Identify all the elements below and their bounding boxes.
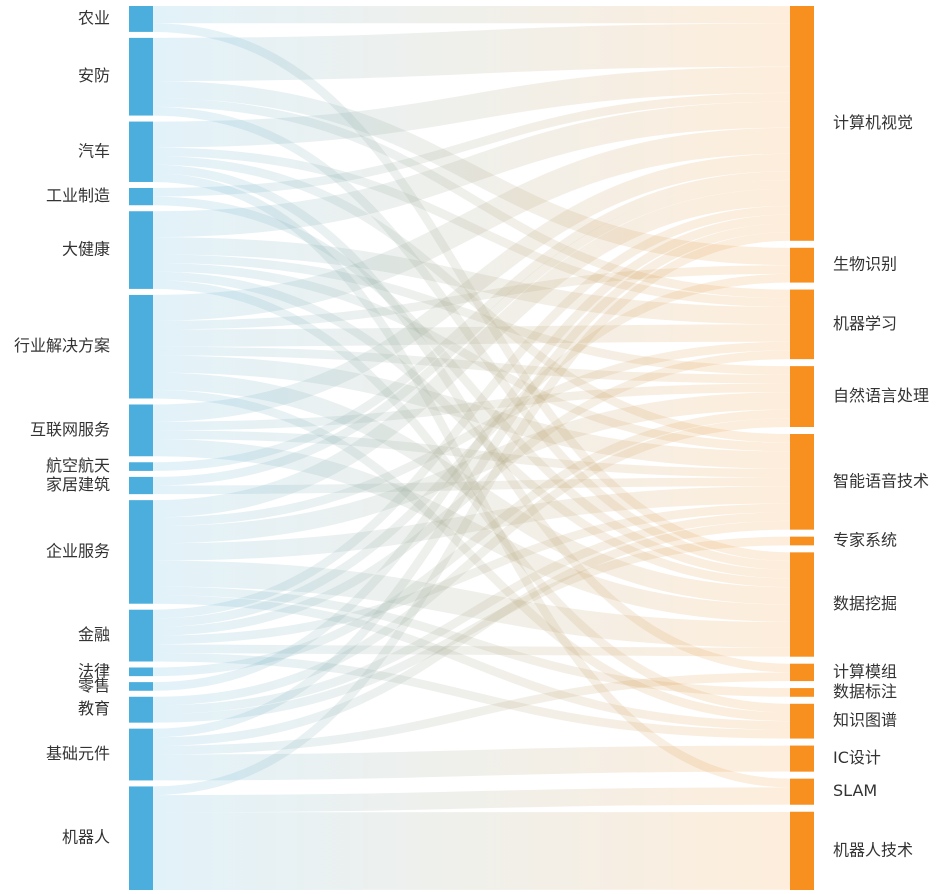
left-node-security bbox=[129, 37, 153, 116]
right-node-data-labeling bbox=[790, 688, 814, 697]
right-node-nlp bbox=[790, 366, 814, 427]
left-node-internet-services bbox=[129, 404, 153, 457]
right-node-label-nlp: 自然语言处理 bbox=[833, 386, 929, 405]
right-node-machine-learning bbox=[790, 289, 814, 360]
link-enterprise-services-to-speech bbox=[152, 486, 791, 561]
left-node-enterprise-services bbox=[129, 500, 153, 604]
right-node-biometrics bbox=[790, 247, 814, 283]
left-node-home-building bbox=[129, 476, 153, 495]
left-node-label-education: 教育 bbox=[78, 699, 110, 718]
link-finance-to-computer-vision bbox=[152, 206, 791, 619]
link-aerospace-to-computer-vision bbox=[152, 171, 791, 471]
left-node-manufacturing bbox=[129, 187, 153, 206]
right-node-label-ic-design: IC设计 bbox=[833, 748, 881, 767]
link-finance-to-machine-learning bbox=[152, 350, 791, 636]
link-home-building-to-computer-vision bbox=[152, 179, 791, 486]
left-node-label-automotive: 汽车 bbox=[78, 141, 110, 160]
left-node-legal bbox=[129, 667, 153, 677]
left-node-label-health: 大健康 bbox=[62, 240, 110, 259]
left-node-label-manufacturing: 工业制造 bbox=[46, 186, 110, 205]
link-enterprise-services-to-nlp bbox=[152, 392, 791, 544]
right-node-knowledge-graph bbox=[790, 703, 814, 739]
right-node-expert-systems bbox=[790, 536, 814, 546]
link-health-to-nlp bbox=[152, 254, 791, 375]
link-finance-to-speech bbox=[152, 503, 791, 645]
link-finance-to-data-mining bbox=[152, 644, 791, 657]
link-retail-to-computer-vision bbox=[152, 214, 791, 691]
right-node-ic-design bbox=[790, 745, 814, 772]
left-node-label-components: 基础元件 bbox=[46, 744, 110, 763]
link-enterprise-services-to-data-mining bbox=[152, 560, 791, 648]
right-node-label-expert-systems: 专家系统 bbox=[833, 531, 897, 550]
right-node-robot-tech bbox=[790, 811, 814, 890]
right-node-speech bbox=[790, 434, 814, 530]
link-security-to-machine-learning bbox=[152, 98, 791, 299]
link-industry-solutions-to-knowledge-graph bbox=[152, 389, 791, 722]
right-node-label-knowledge-graph: 知识图谱 bbox=[833, 711, 897, 730]
link-manufacturing-to-computer-vision bbox=[152, 92, 791, 197]
left-node-agriculture bbox=[129, 6, 153, 32]
right-node-label-computer-vision: 计算机视觉 bbox=[833, 113, 913, 132]
right-node-label-data-labeling: 数据标注 bbox=[833, 682, 897, 701]
link-enterprise-services-to-machine-learning bbox=[152, 341, 791, 527]
left-node-industry-solutions bbox=[129, 294, 153, 399]
left-node-robotics bbox=[129, 786, 153, 890]
right-node-computer-vision bbox=[790, 6, 814, 241]
left-node-label-enterprise-services: 企业服务 bbox=[46, 541, 110, 560]
right-node-label-speech: 智能语音技术 bbox=[833, 471, 929, 490]
link-components-to-speech bbox=[152, 520, 791, 746]
link-industry-solutions-to-computer-vision bbox=[152, 127, 791, 321]
right-node-label-robot-tech: 机器人技术 bbox=[833, 840, 913, 859]
left-node-label-agriculture: 农业 bbox=[78, 8, 110, 27]
right-node-computing-modules bbox=[790, 663, 814, 682]
left-node-health bbox=[129, 211, 153, 289]
link-components-to-computer-vision bbox=[152, 223, 791, 738]
left-node-label-legal: 法律 bbox=[78, 661, 110, 680]
right-node-label-slam: SLAM bbox=[833, 781, 877, 800]
left-node-automotive bbox=[129, 121, 153, 182]
link-components-to-ic-design bbox=[152, 745, 791, 781]
left-node-education bbox=[129, 696, 153, 723]
labels-layer: 农业安防汽车工业制造大健康行业解决方案互联网服务航空航天家居建筑企业服务金融法律… bbox=[14, 8, 929, 859]
link-robotics-to-slam bbox=[152, 787, 791, 813]
link-education-to-nlp bbox=[152, 418, 791, 706]
left-node-components bbox=[129, 728, 153, 781]
link-enterprise-services-to-computer-vision bbox=[152, 188, 791, 518]
link-enterprise-services-to-data-labeling bbox=[152, 586, 791, 697]
left-node-label-security: 安防 bbox=[78, 66, 110, 85]
right-node-label-biometrics: 生物识别 bbox=[833, 255, 897, 274]
link-robotics-to-computer-vision bbox=[152, 232, 791, 796]
link-health-to-computer-vision bbox=[152, 101, 791, 238]
left-node-label-home-building: 家居建筑 bbox=[46, 475, 110, 494]
left-node-label-industry-solutions: 行业解决方案 bbox=[14, 336, 110, 355]
left-node-finance bbox=[129, 609, 153, 662]
right-node-data-mining bbox=[790, 552, 814, 657]
right-node-slam bbox=[790, 778, 814, 805]
link-security-to-computer-vision bbox=[152, 23, 791, 82]
left-node-label-retail: 零售 bbox=[78, 676, 110, 695]
left-node-label-finance: 金融 bbox=[78, 625, 110, 644]
links-layer bbox=[152, 5, 791, 890]
nodes-layer bbox=[129, 6, 814, 890]
left-node-retail bbox=[129, 682, 153, 691]
left-node-aerospace bbox=[129, 462, 153, 471]
link-education-to-speech bbox=[152, 512, 791, 715]
link-internet-services-to-computer-vision bbox=[152, 153, 791, 422]
link-automotive-to-computer-vision bbox=[152, 66, 791, 148]
right-node-label-computing-modules: 计算模组 bbox=[833, 662, 897, 681]
left-node-label-aerospace: 航空航天 bbox=[46, 456, 110, 475]
link-components-to-computing-modules bbox=[152, 672, 791, 755]
left-node-label-robotics: 机器人 bbox=[62, 828, 110, 847]
right-node-label-data-mining: 数据挖掘 bbox=[833, 594, 897, 613]
left-node-label-internet-services: 互联网服务 bbox=[30, 420, 110, 439]
right-node-label-machine-learning: 机器学习 bbox=[833, 314, 897, 333]
